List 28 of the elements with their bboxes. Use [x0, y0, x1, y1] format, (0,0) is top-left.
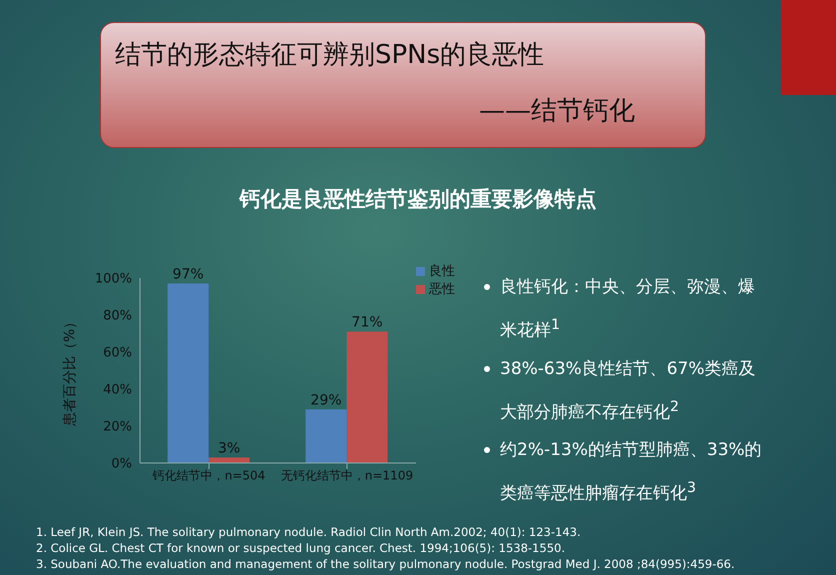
bar	[208, 457, 250, 463]
data-label: 3%	[218, 440, 240, 456]
text: 3. Soubani AO.The evaluation and management of the solitary pulmonary nodule. Postgrad Med J. 2008 ;84(995):459-66.	[36, 556, 735, 572]
y-tick-label: 60%	[103, 346, 132, 361]
text: 良性钙化：中央、分层、弥漫、爆米花样$^{1}$	[500, 277, 755, 341]
bar	[168, 284, 209, 463]
text: ——结节钙化	[479, 95, 635, 128]
y-tick-label: 20%	[103, 420, 132, 435]
text: 钙化是良恶性结节鉴别的重要影像特点	[238, 186, 598, 213]
x-tick-label: 钙化结节中，n=504	[152, 468, 266, 483]
y-tick-label: 80%	[103, 308, 132, 324]
data-label: 29%	[310, 392, 342, 408]
data-label: 71%	[352, 314, 383, 331]
bar	[346, 332, 388, 463]
y-tick-label: 100%	[94, 272, 132, 287]
legend-label: 良性	[429, 264, 455, 279]
chart-title: 结节的形态特征可辨别SPNs的良恶性	[115, 39, 544, 72]
text: 约2%-13%的结节型肺癌、33%的类癌等恶性肿瘤存在钙化$^{3}$	[500, 440, 762, 504]
legend-label: 恶性	[429, 282, 455, 297]
y-axis-title: 患者百分比（%）	[62, 314, 78, 428]
y-tick-label: 40%	[103, 382, 132, 398]
data-label: 97%	[172, 266, 204, 283]
y-tick-label: 0%	[111, 456, 132, 472]
text: 1. Leef JR, Klein JS. The solitary pulmonary nodule. Radiol Clin North Am.2002; 40(1): 123-143.	[36, 524, 582, 540]
text: 2. Colice GL. Chest CT for known or suspected lung cancer. Chest. 1994;106(5): 1538-1550.	[36, 540, 566, 556]
x-tick-label: 无钙化结节中，n=1109	[280, 468, 414, 483]
text: 38%-63%良性结节、67%类癌及大部分肺癌不存在钙化$^{2}$	[500, 358, 756, 422]
bar	[306, 409, 347, 463]
